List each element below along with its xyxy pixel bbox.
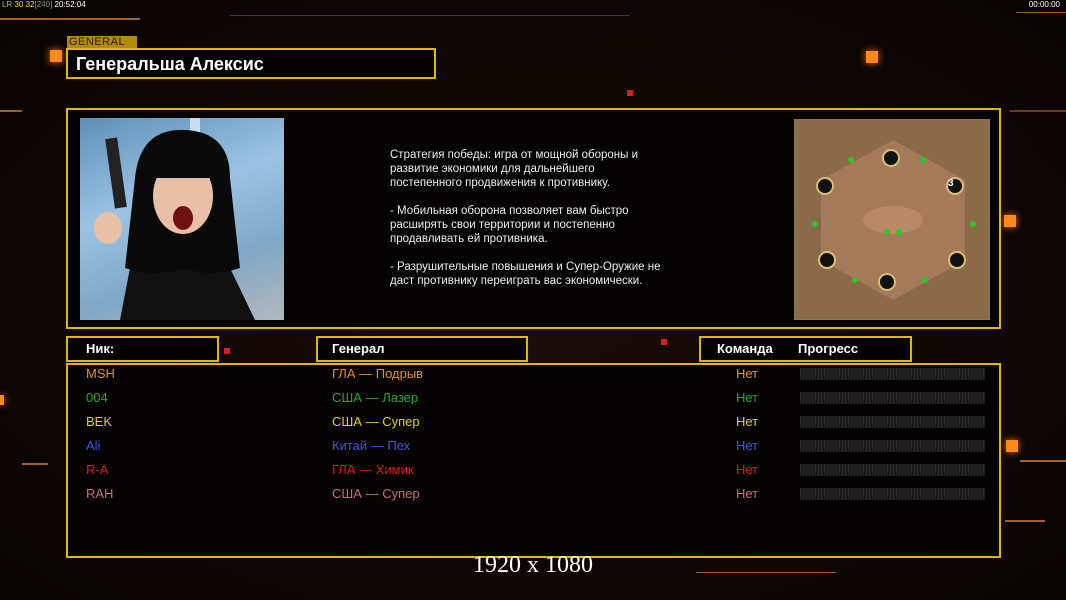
player-nick: 004: [86, 390, 108, 405]
decor-line: [22, 463, 48, 465]
player-progress-bar: [800, 488, 985, 500]
player-general[interactable]: ГЛА — Химик: [332, 462, 414, 477]
player-nick: MSH: [86, 366, 115, 381]
decor-line: [1010, 110, 1066, 112]
decor-square: [0, 395, 4, 405]
header-team: Команда: [717, 341, 773, 356]
minimap[interactable]: 3: [794, 119, 990, 320]
decor-square: [224, 348, 230, 354]
player-row[interactable]: Ali Китай — Пех Нет: [66, 436, 1001, 456]
decor-line: [230, 15, 630, 16]
decor-square: [661, 339, 667, 345]
player-general[interactable]: США — Лазер: [332, 390, 419, 405]
player-nick: R-A: [86, 462, 109, 477]
decor-square: [1006, 440, 1018, 452]
resolution-label: 1920 x 1080: [473, 552, 593, 578]
player-team[interactable]: Нет: [736, 390, 759, 405]
decor-line: [1016, 12, 1066, 13]
player-nick: RAH: [86, 486, 114, 501]
player-row[interactable]: MSH ГЛА — Подрыв Нет: [66, 364, 1001, 384]
general-name: Генеральша Алексис: [76, 54, 264, 74]
header-team-progress: Команда Прогресс: [699, 336, 912, 362]
player-row[interactable]: RAH США — Супер Нет: [66, 484, 1001, 504]
player-nick: Ali: [86, 438, 101, 453]
decor-line: [0, 18, 140, 20]
decor-square: [866, 51, 878, 63]
player-row[interactable]: BEK США — Супер Нет: [66, 412, 1001, 432]
decor-square: [1004, 215, 1016, 227]
general-tag: GENERAL: [67, 36, 137, 48]
player-general[interactable]: ГЛА — Подрыв: [332, 366, 424, 381]
header-progress: Прогресс: [798, 341, 859, 356]
decor-square: [627, 90, 633, 96]
player-team[interactable]: Нет: [736, 462, 759, 477]
decor-line: [0, 110, 22, 112]
minimap-player-marker: 3: [948, 178, 954, 189]
player-progress-bar: [800, 440, 985, 452]
player-progress-bar: [800, 416, 985, 428]
fps-counter: LR 30 32[240] 20:52:04: [2, 0, 86, 9]
player-row[interactable]: R-A ГЛА — Химик Нет: [66, 460, 1001, 480]
player-general[interactable]: США — Супер: [332, 414, 420, 429]
decor-line: [696, 572, 836, 573]
game-timer: 00:00:00: [1028, 0, 1060, 9]
player-row[interactable]: 004 США — Лазер Нет: [66, 388, 1001, 408]
player-team[interactable]: Нет: [736, 366, 759, 381]
player-progress-bar: [800, 464, 985, 476]
decor-line: [1020, 460, 1066, 462]
player-nick: BEK: [86, 414, 113, 429]
player-general[interactable]: США — Супер: [332, 486, 420, 501]
general-portrait: [80, 118, 284, 320]
player-progress-bar: [800, 368, 985, 380]
player-team[interactable]: Нет: [736, 438, 759, 453]
players-rows: MSH ГЛА — Подрыв Нет 004 США — Лазер Нет…: [66, 363, 1001, 558]
decor-square: [50, 50, 62, 62]
player-general[interactable]: Китай — Пех: [332, 438, 411, 453]
general-description: Стратегия победы: игра от мощной обороны…: [390, 149, 661, 287]
decor-line: [1005, 520, 1045, 522]
player-progress-bar: [800, 392, 985, 404]
player-team[interactable]: Нет: [736, 414, 759, 429]
header-general: Генерал: [316, 336, 528, 362]
header-nick: Ник:: [66, 336, 219, 362]
general-name-box: Генеральша Алексис: [66, 48, 436, 79]
player-team[interactable]: Нет: [736, 486, 759, 501]
